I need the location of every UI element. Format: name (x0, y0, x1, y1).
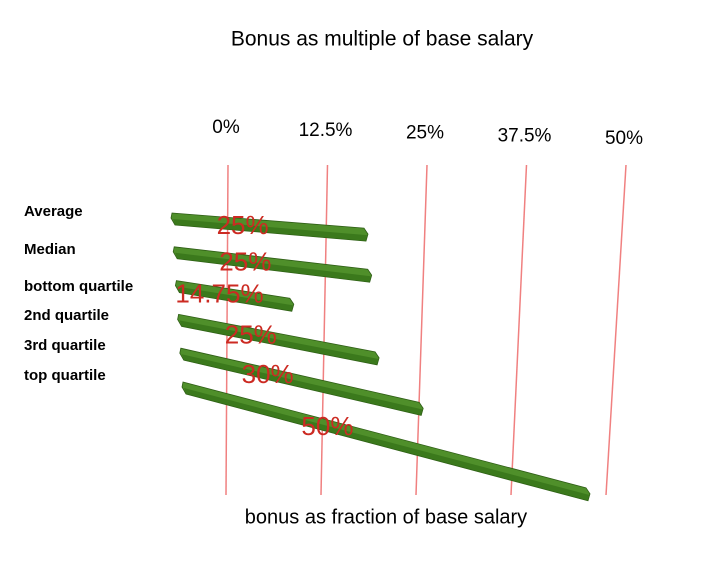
value-label: 25% (225, 319, 277, 349)
value-label: 30% (242, 359, 294, 389)
x-tick-label: 37.5% (498, 125, 552, 146)
x-tick-label: 50% (605, 128, 643, 149)
bar-front (184, 388, 589, 501)
grid-line (320, 164, 329, 496)
category-label: bottom quartile (24, 278, 133, 295)
grid-line (415, 164, 428, 496)
value-label: 14.75% (175, 279, 263, 309)
chart-title: Bonus as multiple of base salary (231, 28, 534, 51)
bar-front (179, 320, 379, 365)
x-tick-label: 25% (406, 123, 444, 144)
category-label: Average (24, 203, 83, 220)
bar-front (181, 354, 423, 416)
value-label: 50% (301, 411, 353, 441)
grid-line (510, 164, 528, 496)
value-label: 25% (217, 210, 269, 240)
bar-front (173, 219, 367, 242)
category-label: 2nd quartile (24, 307, 109, 324)
bar-front (175, 252, 371, 283)
bar-front (177, 286, 293, 312)
x-tick-label: 0% (212, 117, 240, 138)
category-label: Median (24, 241, 76, 258)
x-axis-label: bonus as fraction of base salary (245, 506, 527, 528)
x-tick-label: 12.5% (299, 120, 353, 141)
category-label: top quartile (24, 367, 106, 384)
category-label: 3rd quartile (24, 337, 106, 354)
grid-line (605, 164, 627, 496)
value-label: 25% (219, 247, 271, 277)
